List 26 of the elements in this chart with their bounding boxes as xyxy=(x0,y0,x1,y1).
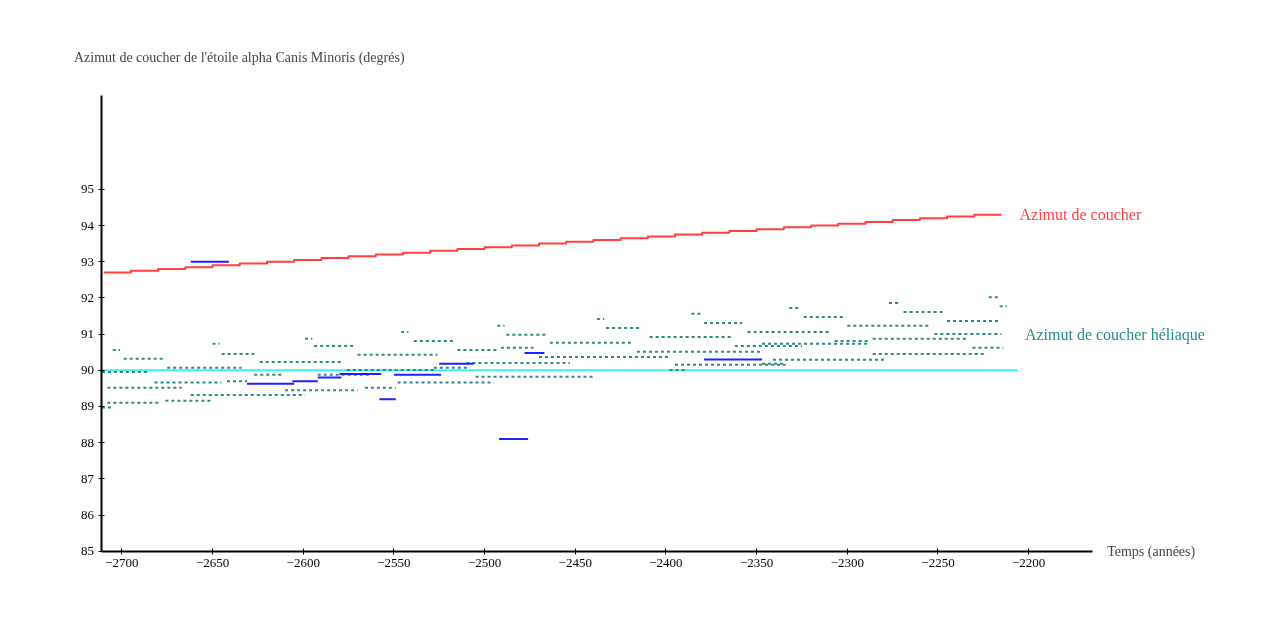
y-tick-label: 92 xyxy=(80,289,94,305)
y-tick-label: 95 xyxy=(80,181,94,197)
y-tick-label: 87 xyxy=(80,470,95,486)
x-tick-label: −2650 xyxy=(195,555,230,571)
x-tick-label: −2200 xyxy=(1012,555,1046,571)
y-tick-label: 86 xyxy=(80,507,95,523)
series-label: Azimut de coucher héliaque xyxy=(1024,325,1205,344)
x-tick-label: −2600 xyxy=(286,555,320,571)
x-axis-title: Temps (années) xyxy=(1107,543,1196,560)
x-tick-label: −2350 xyxy=(739,555,774,571)
y-tick-label: 85 xyxy=(80,543,94,559)
y-tick-label: 88 xyxy=(80,434,94,450)
y-tick-label: 93 xyxy=(80,253,94,269)
y-tick-label: 94 xyxy=(80,217,95,233)
y-tick-label: 91 xyxy=(80,326,94,342)
y-axis-title: Azimut de coucher de l'étoile alpha Canis Minoris (degrés) xyxy=(73,49,405,66)
x-tick-label: −2300 xyxy=(830,555,864,571)
y-tick-label: 89 xyxy=(80,398,94,414)
x-tick-label: −2400 xyxy=(649,555,683,571)
series-label: Azimut de coucher xyxy=(1019,206,1142,224)
x-tick-label: −2550 xyxy=(377,555,411,571)
x-tick-label: −2500 xyxy=(467,555,502,571)
x-tick-label: −2700 xyxy=(105,555,139,571)
y-tick-label: 90 xyxy=(80,362,94,378)
x-tick-label: −2250 xyxy=(921,555,955,571)
x-tick-label: −2450 xyxy=(558,555,592,571)
